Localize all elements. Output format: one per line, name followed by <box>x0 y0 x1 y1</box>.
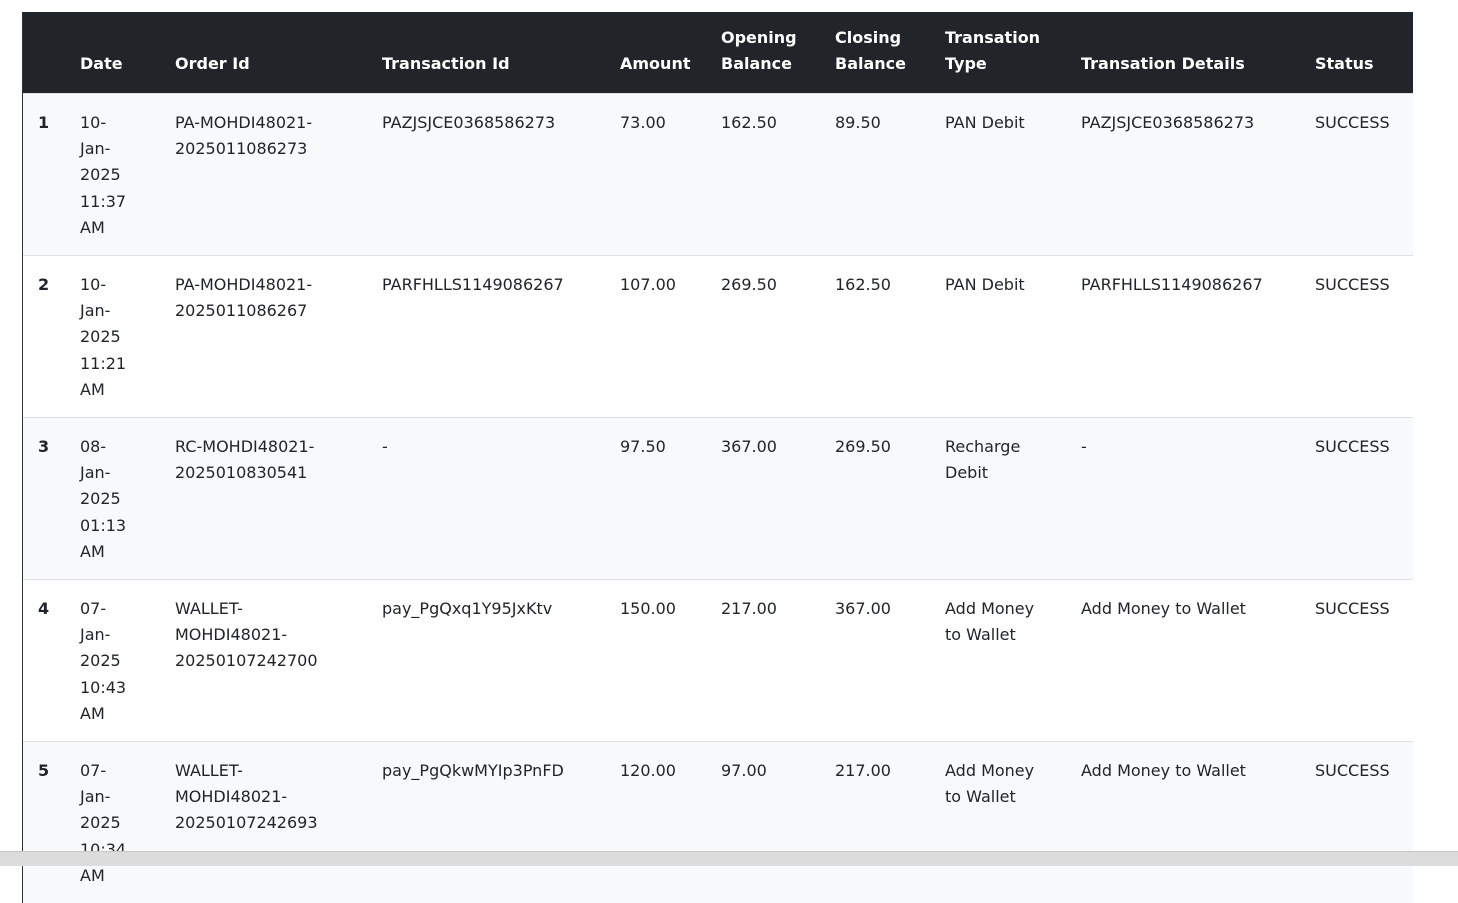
table-cell: 269.50 <box>820 418 930 580</box>
header-cell: Transation Details <box>1066 12 1300 94</box>
table-cell: - <box>1066 418 1300 580</box>
table-cell: 07-Jan-2025 10:43 AM <box>65 580 160 742</box>
table-cell: WALLET-MOHDI48021-20250107242700 <box>160 580 367 742</box>
table-cell: 97.50 <box>605 418 706 580</box>
date-text: 07-Jan-2025 10:34 AM <box>80 758 126 889</box>
table-cell: SUCCESS <box>1300 94 1413 256</box>
table-cell: RC-MOHDI48021-2025010830541 <box>160 418 367 580</box>
table-cell: 08-Jan-2025 01:13 AM <box>65 418 160 580</box>
table-cell: Add Money to Wallet <box>1066 580 1300 742</box>
table-cell: 120.00 <box>605 742 706 903</box>
table-row: 1 10-Jan-2025 11:37 AM PA-MOHDI48021-20250… <box>23 94 1413 256</box>
header-cell: Transaction Id <box>367 12 605 94</box>
table-row: 5 07-Jan-2025 10:34 AM WALLET-MOHDI48021-2… <box>23 742 1413 903</box>
table-cell: 10-Jan-2025 11:21 AM <box>65 256 160 418</box>
table-cell: PAZJSJCE0368586273 <box>367 94 605 256</box>
table-cell: 89.50 <box>820 94 930 256</box>
header-cell: Order Id <box>160 12 367 94</box>
table-cell: Add Money to Wallet <box>1066 742 1300 903</box>
date-text: 07-Jan-2025 10:43 AM <box>80 596 126 727</box>
table-cell: 1 <box>23 94 65 256</box>
table-cell: 162.50 <box>706 94 820 256</box>
table-cell: 367.00 <box>820 580 930 742</box>
header-cell: Closing Balance <box>820 12 930 94</box>
order-id-text: RC-MOHDI48021-2025010830541 <box>175 434 335 486</box>
table-cell: PA-MOHDI48021-2025011086267 <box>160 256 367 418</box>
page: {"table": { "headers": ["Date", "Order I… <box>0 0 1458 865</box>
table-cell: WALLET-MOHDI48021-20250107242693 <box>160 742 367 903</box>
date-text: 10-Jan-2025 11:21 AM <box>80 272 126 403</box>
table-cell: PARFHLLS1149086267 <box>1066 256 1300 418</box>
table-cell: Recharge Debit <box>930 418 1066 580</box>
table-cell: 217.00 <box>706 580 820 742</box>
table-cell: 5 <box>23 742 65 903</box>
table-cell: 2 <box>23 256 65 418</box>
table-cell: SUCCESS <box>1300 580 1413 742</box>
table-row: 3 08-Jan-2025 01:13 AM RC-MOHDI48021-20250… <box>23 418 1413 580</box>
table-cell: pay_PgQkwMYIp3PnFD <box>367 742 605 903</box>
header-cell <box>23 12 65 94</box>
order-id-text: WALLET-MOHDI48021-20250107242693 <box>175 758 335 837</box>
date-text: 10-Jan-2025 11:37 AM <box>80 110 126 241</box>
order-id-text: PA-MOHDI48021-2025011086273 <box>175 110 335 162</box>
table-body: 1 10-Jan-2025 11:37 AM PA-MOHDI48021-20250… <box>23 94 1413 903</box>
table-cell: PARFHLLS1149086267 <box>367 256 605 418</box>
header-cell: Amount <box>605 12 706 94</box>
table-row: 2 10-Jan-2025 11:21 AM PA-MOHDI48021-20250… <box>23 256 1413 418</box>
table-row: 4 07-Jan-2025 10:43 AM WALLET-MOHDI48021-2… <box>23 580 1413 742</box>
table-cell: 07-Jan-2025 10:34 AM <box>65 742 160 903</box>
header-cell: Opening Balance <box>706 12 820 94</box>
table-cell: PAN Debit <box>930 256 1066 418</box>
table-cell: 150.00 <box>605 580 706 742</box>
table-cell: 4 <box>23 580 65 742</box>
table-cell: 367.00 <box>706 418 820 580</box>
table-cell: Add Money to Wallet <box>930 742 1066 903</box>
table-cell: 3 <box>23 418 65 580</box>
table-cell: PA-MOHDI48021-2025011086273 <box>160 94 367 256</box>
table-cell: 107.00 <box>605 256 706 418</box>
table-cell: PAN Debit <box>930 94 1066 256</box>
table-cell: 269.50 <box>706 256 820 418</box>
taskbar <box>0 851 1458 866</box>
header-cell: Date <box>65 12 160 94</box>
table-cell: 162.50 <box>820 256 930 418</box>
header-cell: Status <box>1300 12 1413 94</box>
table-cell: 10-Jan-2025 11:37 AM <box>65 94 160 256</box>
date-text: 08-Jan-2025 01:13 AM <box>80 434 126 565</box>
table-cell: 97.00 <box>706 742 820 903</box>
table-cell: SUCCESS <box>1300 742 1413 903</box>
table-cell: PAZJSJCE0368586273 <box>1066 94 1300 256</box>
table-cell: 73.00 <box>605 94 706 256</box>
table-cell: - <box>367 418 605 580</box>
order-id-text: WALLET-MOHDI48021-20250107242700 <box>175 596 335 675</box>
table-cell: Add Money to Wallet <box>930 580 1066 742</box>
table-cell: 217.00 <box>820 742 930 903</box>
table-cell: pay_PgQxq1Y95JxKtv <box>367 580 605 742</box>
header-cell: Transation Type <box>930 12 1066 94</box>
table-cell: SUCCESS <box>1300 256 1413 418</box>
table-cell: SUCCESS <box>1300 418 1413 580</box>
order-id-text: PA-MOHDI48021-2025011086267 <box>175 272 335 324</box>
